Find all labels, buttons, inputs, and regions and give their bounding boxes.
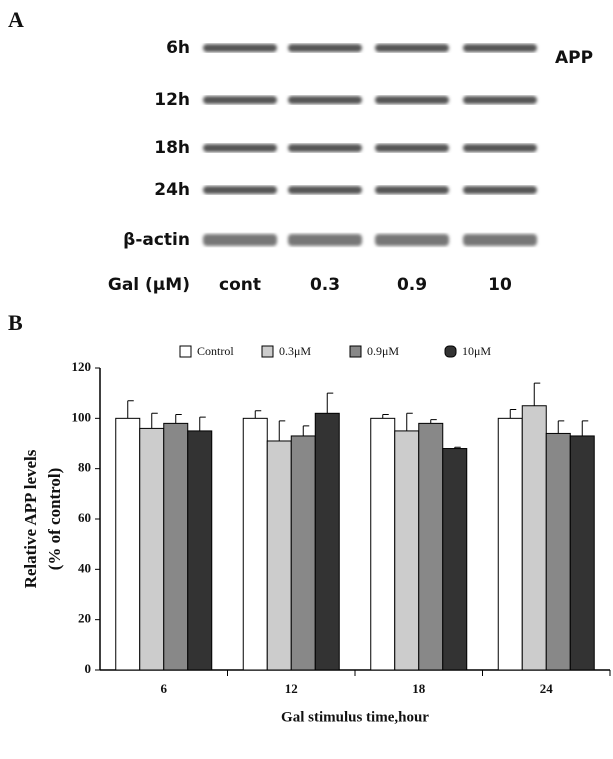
error-bar (558, 421, 564, 434)
blot-band (375, 96, 449, 104)
blot-band (203, 144, 277, 152)
blot-band (375, 234, 449, 246)
bar (291, 436, 315, 670)
error-bar (327, 393, 333, 413)
blot-band (203, 44, 277, 52)
bar (140, 428, 164, 670)
panel-label: A (8, 7, 24, 32)
y-axis-label: Relative APP levels (21, 449, 40, 588)
y-tick-label: 80 (78, 460, 91, 475)
y-tick-label: 120 (72, 359, 92, 374)
panel-label: B (8, 310, 23, 335)
error-bar (176, 415, 182, 424)
blot-band (288, 144, 362, 152)
error-bar (534, 383, 540, 406)
error-bar (152, 413, 158, 428)
error-bar (128, 401, 134, 419)
legend-swatch (350, 346, 361, 357)
error-bar (431, 420, 437, 424)
x-tick-label: 6 (161, 681, 168, 696)
blot-band (463, 96, 537, 104)
error-bar (255, 411, 261, 419)
bar (522, 406, 546, 670)
row-label: 18h (154, 138, 190, 158)
error-bar (510, 410, 516, 419)
blot-band (288, 186, 362, 194)
blot-band (203, 234, 277, 246)
protein-label: APP (555, 48, 593, 68)
blot-band (463, 234, 537, 246)
blot-band (288, 234, 362, 246)
y-tick-label: 0 (85, 661, 92, 676)
bar (267, 441, 291, 670)
error-bar (279, 421, 285, 441)
column-label: 0.9 (397, 275, 427, 295)
row-label: 24h (154, 180, 190, 200)
error-bar (407, 413, 413, 431)
y-tick-label: 100 (72, 409, 92, 424)
column-label: 10 (488, 275, 512, 295)
blot-band (203, 96, 277, 104)
legend-label: Control (197, 344, 234, 358)
y-tick-label: 60 (78, 510, 91, 525)
y-tick-label: 40 (78, 560, 91, 575)
x-axis-label: Gal stimulus time,hour (281, 709, 429, 725)
bar (188, 431, 212, 670)
blot-band (288, 96, 362, 104)
blot-band (203, 186, 277, 194)
error-bar (200, 417, 206, 431)
row-label: 12h (154, 90, 190, 110)
row-label: β-actin (123, 230, 190, 250)
row-label: 6h (166, 38, 190, 58)
legend-swatch (262, 346, 273, 357)
legend-swatch (445, 346, 456, 357)
bar (315, 413, 339, 670)
legend-label: 0.9μM (367, 344, 399, 358)
blot-band (375, 144, 449, 152)
bar (371, 418, 395, 670)
bar (419, 423, 443, 670)
bar (243, 418, 267, 670)
blot-band (375, 186, 449, 194)
bar (443, 449, 467, 670)
blot-band (463, 186, 537, 194)
legend-label: 10μM (462, 344, 491, 358)
x-tick-label: 18 (412, 681, 426, 696)
blot-band (288, 44, 362, 52)
legend-label: 0.3μM (279, 344, 311, 358)
bar (395, 431, 419, 670)
column-label: 0.3 (310, 275, 340, 295)
blot-band (463, 44, 537, 52)
error-bar (303, 426, 309, 436)
error-bar (582, 421, 588, 436)
y-tick-label: 20 (78, 611, 91, 626)
blot-band (463, 144, 537, 152)
bar (570, 436, 594, 670)
concentration-label: Gal (μM) (108, 275, 190, 295)
x-tick-label: 24 (540, 681, 554, 696)
bar (164, 423, 188, 670)
legend-swatch (180, 346, 191, 357)
x-tick-label: 12 (285, 681, 298, 696)
column-label: cont (219, 275, 261, 295)
figure: A APP Gal (μM) B Gal stimulus time,hour … (0, 0, 613, 759)
bar (498, 418, 522, 670)
bar (546, 433, 570, 670)
y-axis-label: (% of control) (45, 468, 64, 571)
blot-band (375, 44, 449, 52)
error-bar (383, 415, 389, 419)
bar (116, 418, 140, 670)
